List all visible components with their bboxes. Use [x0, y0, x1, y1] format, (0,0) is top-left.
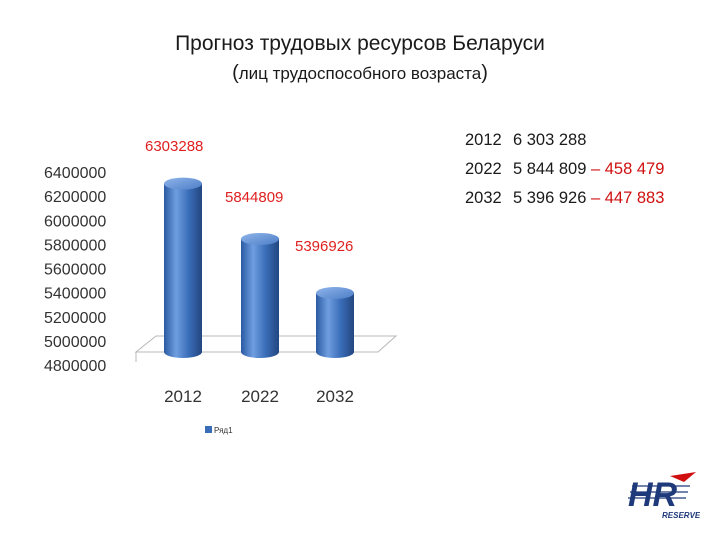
y-tick-label: 5000000	[44, 334, 106, 351]
x-axis: 2012 2022 2032	[164, 387, 354, 406]
bar-2032	[316, 286, 354, 358]
svg-text:HR: HR	[628, 476, 678, 514]
bar-body	[241, 238, 279, 358]
stats-row-2012: 2012 6 303 288	[465, 131, 587, 149]
y-tick-label: 5400000	[44, 286, 106, 303]
page-subtitle: (лиц трудоспособного возраста)	[232, 62, 488, 84]
y-tick-label: 6400000	[44, 165, 106, 182]
bar-top	[316, 286, 354, 299]
x-tick-label: 2022	[241, 387, 279, 406]
x-tick-label: 2032	[316, 387, 354, 406]
data-labels-group: 6303288 5844809 5396926	[145, 138, 353, 255]
y-tick-label: 4800000	[44, 358, 106, 375]
bar-body	[164, 183, 202, 358]
svg-text:RESERVE: RESERVE	[662, 511, 700, 520]
data-label: 5844809	[225, 189, 283, 206]
bars-group	[164, 177, 354, 358]
y-axis: 4800000 5000000 5200000 5400000 5600000 58000…	[44, 165, 106, 375]
stats-row-2022: 2022 5 844 809 – 458 479	[465, 160, 665, 178]
x-tick-label: 2012	[164, 387, 202, 406]
y-tick-label: 5800000	[44, 237, 106, 254]
y-tick-label: 5200000	[44, 310, 106, 327]
legend-swatch	[205, 426, 212, 433]
legend-label: Ряд1	[214, 426, 233, 435]
bar-2012	[164, 177, 202, 358]
y-tick-label: 5600000	[44, 262, 106, 279]
bar-2022	[241, 232, 279, 358]
page-title: Прогноз трудовых ресурсов Беларуси	[175, 32, 545, 55]
bar-top	[164, 177, 202, 190]
data-label: 5396926	[295, 238, 353, 255]
legend: Ряд1	[205, 426, 233, 435]
y-tick-label: 6000000	[44, 213, 106, 230]
hr-reserve-logo: HR RESERVE	[628, 472, 700, 520]
data-label: 6303288	[145, 138, 203, 155]
stats-row-2032: 2032 5 396 926 – 447 883	[465, 189, 665, 207]
subtitle-text: лиц трудоспособного возраста	[238, 64, 482, 83]
y-tick-label: 6200000	[44, 189, 106, 206]
bar-top	[241, 232, 279, 245]
stats-panel: 2012 6 303 288 2022 5 844 809 – 458 479 20…	[465, 126, 664, 213]
bar-body	[316, 292, 354, 358]
